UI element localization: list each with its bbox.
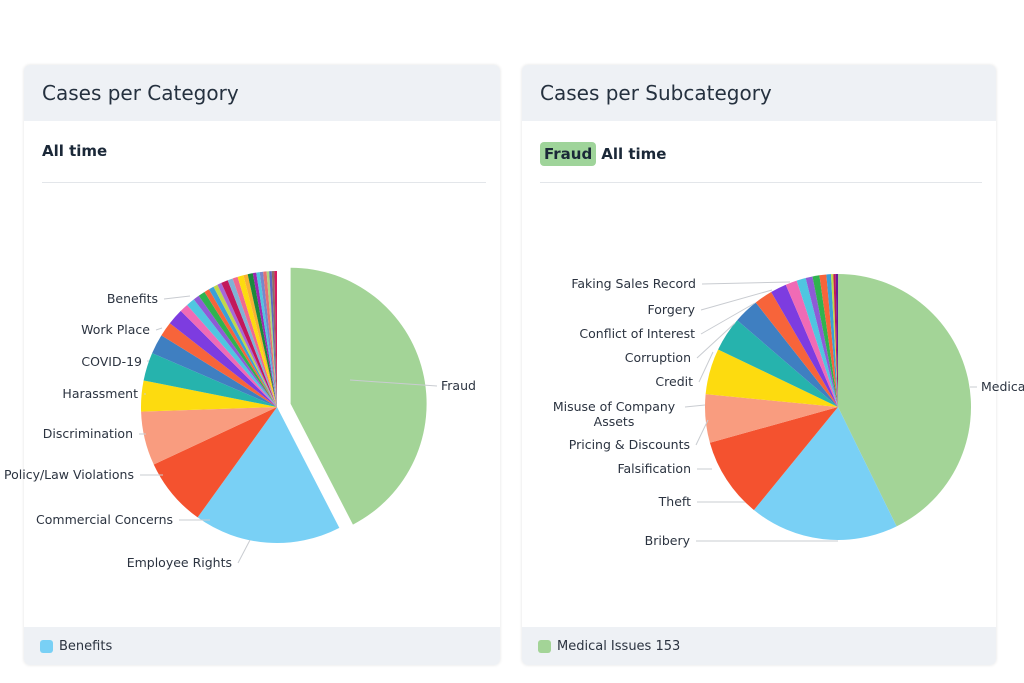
slice-label: Pricing & Discounts <box>568 437 690 452</box>
subcategory-period: All time <box>601 145 667 163</box>
divider <box>42 182 486 183</box>
slice-label: Corruption <box>624 350 691 365</box>
category-legend: Benefits <box>24 627 500 665</box>
slice-label: Benefits <box>106 291 158 306</box>
slice-label: Credit <box>655 374 693 389</box>
legend-label[interactable]: Medical Issues 153 <box>557 638 681 654</box>
subcategory-legend: Medical Issues 153 <box>522 627 996 665</box>
subcategory-chart-title: Cases per Subcategory <box>540 81 772 105</box>
category-subtitle-row: All time <box>42 142 107 160</box>
slice-label: Falsification <box>617 461 691 476</box>
slice-label: Forgery <box>647 302 695 317</box>
slice-label: Harassment <box>62 386 138 401</box>
slice-label: Work Place <box>81 322 150 337</box>
legend-swatch[interactable] <box>40 639 53 653</box>
category-card-header: Cases per Category <box>24 65 500 121</box>
slice-label: COVID-19 <box>81 354 142 369</box>
slice-label: Theft <box>658 494 691 509</box>
subcategory-card-header: Cases per Subcategory <box>522 65 996 121</box>
slice-label: Policy/Law Violations <box>4 467 134 482</box>
slice-label: Bribery <box>644 533 690 548</box>
slice-label: Conflict of Interest <box>579 326 695 341</box>
slice-label: Faking Sales Record <box>571 276 696 291</box>
slice-label: Employee Rights <box>126 555 232 570</box>
slice-label: Misuse of Company Assets <box>552 399 676 429</box>
legend-swatch[interactable] <box>538 639 551 653</box>
slice-label: Commercial Concerns <box>36 512 173 527</box>
category-chart-title: Cases per Category <box>42 81 239 105</box>
slice-label: Discrimination <box>42 426 133 441</box>
slice-label: Medica <box>981 379 1024 394</box>
filter-badge[interactable]: Fraud <box>540 142 597 166</box>
category-period: All time <box>42 142 108 160</box>
divider <box>540 182 982 183</box>
subcategory-card: Cases per Subcategory Fraud All time Med… <box>522 65 996 665</box>
slice-label: Fraud <box>441 378 476 393</box>
legend-label[interactable]: Benefits <box>59 638 113 654</box>
subcategory-subtitle-row: Fraud All time <box>540 142 666 166</box>
